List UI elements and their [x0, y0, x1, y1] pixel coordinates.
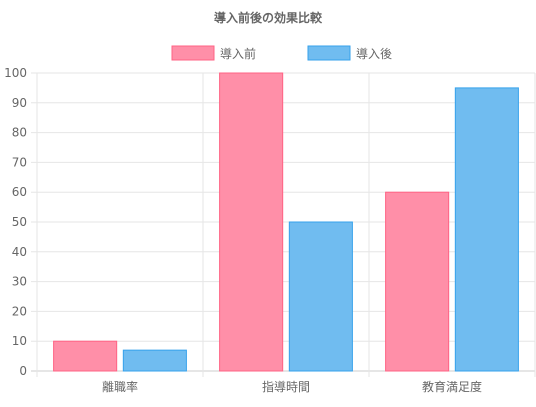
y-tick-label: 50 [12, 215, 27, 229]
y-tick-label: 30 [12, 275, 27, 289]
y-tick-label: 70 [12, 155, 27, 169]
legend-item-2[interactable]: 導入後 [307, 45, 392, 61]
bar-1-2[interactable] [219, 72, 284, 372]
y-tick-label: 90 [12, 96, 27, 110]
x-tick-label: 教育満足度 [422, 379, 482, 394]
legend-label: 導入後 [356, 47, 392, 61]
y-tick-label: 60 [12, 185, 27, 199]
legend-swatch [171, 45, 215, 61]
legend-swatch [307, 45, 351, 61]
y-axis: 0 10 20 30 40 50 60 70 80 90 100 [4, 66, 27, 378]
bar-2-2[interactable] [288, 221, 353, 372]
y-tick-label: 20 [12, 304, 27, 318]
bars [53, 72, 519, 372]
bar-1-3[interactable] [385, 191, 450, 372]
y-tick-label: 0 [19, 364, 27, 378]
chart-title: 導入前後の効果比較 [214, 10, 323, 25]
x-tick-label: 離職率 [102, 379, 138, 394]
y-tick-label: 40 [12, 245, 27, 259]
bar-2-1[interactable] [122, 349, 187, 372]
legend: 導入前 導入後 [171, 45, 392, 61]
bar-2-3[interactable] [454, 87, 519, 372]
x-axis: 離職率 指導時間 教育満足度 [102, 379, 482, 394]
legend-label: 導入前 [220, 46, 256, 61]
y-tick-label: 100 [4, 66, 27, 80]
legend-item-1[interactable]: 導入前 [171, 45, 256, 61]
bar-1-1[interactable] [53, 340, 118, 372]
y-tick-label: 80 [12, 126, 27, 140]
y-tick-label: 10 [12, 334, 27, 348]
x-tick-label: 指導時間 [262, 379, 310, 394]
